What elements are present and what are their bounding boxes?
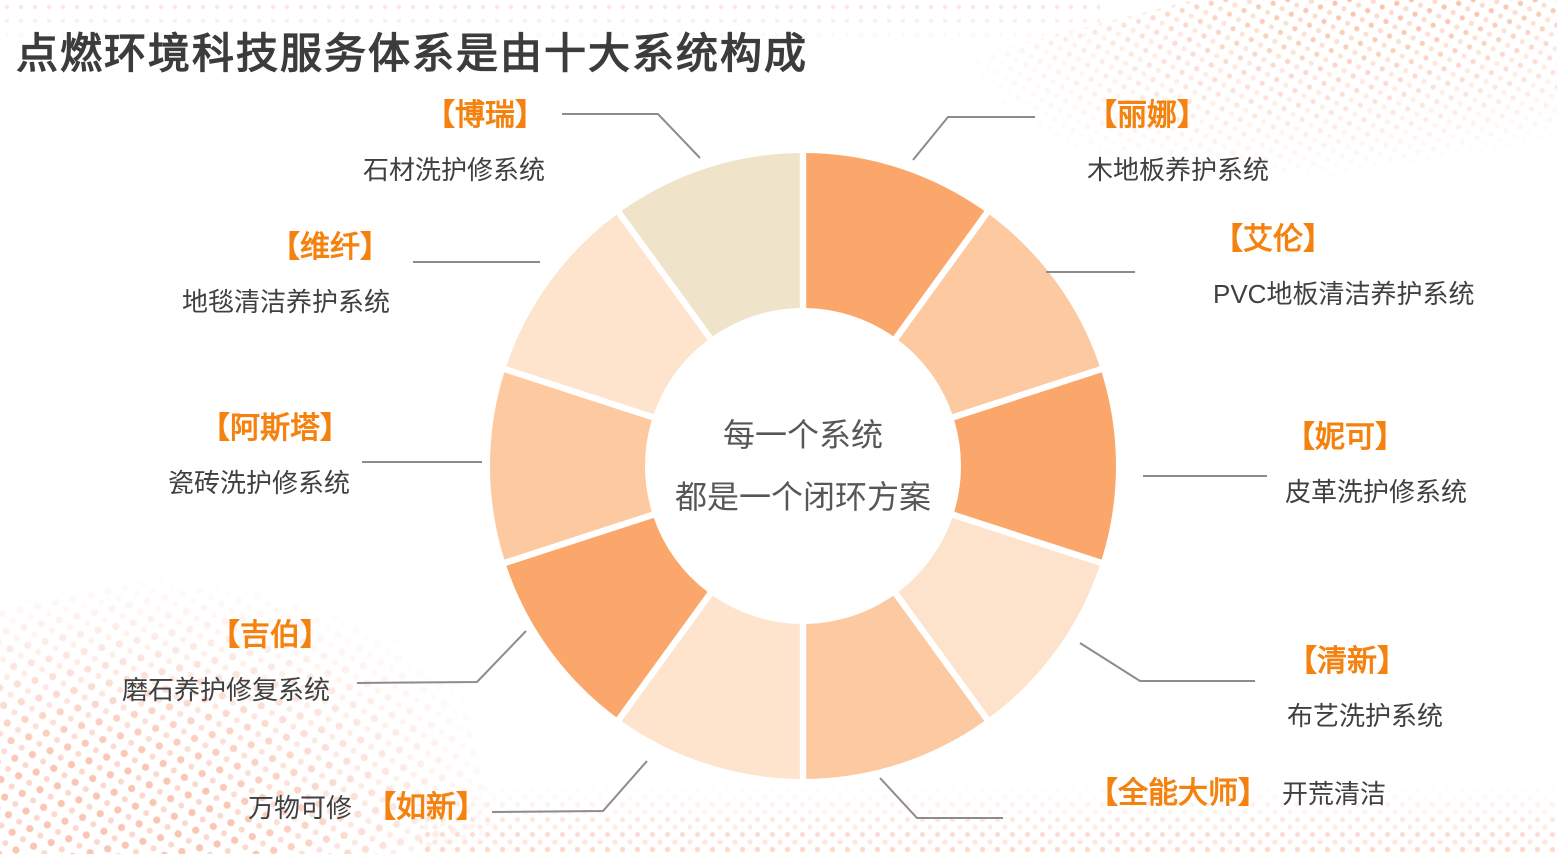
- system-name-weixian: 地毯清洁养护系统: [181, 287, 390, 317]
- system-name-lina: 木地板养护系统: [1087, 155, 1270, 185]
- label-borui: 【博瑞】 石材洗护修系统: [363, 90, 545, 187]
- label-qingxin: 【清新】 布艺洗护系统: [1287, 636, 1443, 733]
- brand-name-weixian: 【维纤】: [270, 231, 390, 264]
- brand-name-borui: 【博瑞】: [425, 99, 545, 132]
- brand-name-ailun: 【艾伦】: [1213, 223, 1333, 256]
- label-nike: 【妮可】 皮革洗护修系统: [1285, 412, 1467, 509]
- donut-segment-ailun: [898, 214, 1100, 415]
- connector-line-lina: [912, 116, 1035, 161]
- brand-name-lina: 【丽娜】: [1087, 99, 1207, 132]
- brand-name-quanneng: 【全能大师】: [1088, 777, 1268, 810]
- donut-segment-qingxin: [898, 517, 1100, 718]
- donut-segment-asita: [490, 372, 652, 560]
- system-name-jibo: 磨石养护修复系统: [121, 675, 330, 705]
- label-lina: 【丽娜】 木地板养护系统: [1087, 90, 1269, 187]
- center-line-1: 每一个系统: [722, 417, 884, 453]
- label-ailun: 【艾伦】 PVC地板清洁养护系统: [1213, 214, 1474, 311]
- system-name-qingxin: 布艺洗护系统: [1287, 701, 1444, 731]
- label-quanneng: 【全能大师】 开荒清洁: [1088, 768, 1386, 812]
- label-jibo: 【吉伯】 磨石养护修复系统: [122, 610, 330, 707]
- donut-segment-weixian: [506, 214, 708, 415]
- system-name-borui: 石材洗护修系统: [362, 155, 545, 185]
- connector-line-borui: [562, 113, 701, 159]
- brand-name-ruxin: 【如新】: [366, 791, 487, 824]
- system-name-asita: 瓷砖洗护修系统: [167, 468, 350, 498]
- connector-line-quanneng: [879, 777, 1003, 819]
- donut-segment-lina: [806, 153, 985, 337]
- label-asita: 【阿斯塔】 瓷砖洗护修系统: [168, 403, 350, 500]
- donut-segment-jibo: [506, 517, 708, 718]
- system-name-nike: 皮革洗护修系统: [1285, 477, 1468, 507]
- brand-name-qingxin: 【清新】: [1287, 645, 1407, 678]
- label-weixian: 【维纤】 地毯清洁养护系统: [182, 222, 390, 319]
- connector-line-ruxin: [491, 760, 648, 813]
- system-name-ailun: PVC地板清洁养护系统: [1213, 279, 1475, 309]
- donut-segment-ruxin: [621, 595, 800, 779]
- donut-center-text: 每一个系统 都是一个闭环方案: [675, 404, 931, 528]
- connector-line-qingxin: [1079, 642, 1255, 682]
- system-name-quanneng: 开荒清洁: [1282, 779, 1387, 809]
- center-line-2: 都是一个闭环方案: [674, 479, 932, 515]
- brand-name-jibo: 【吉伯】: [210, 619, 330, 652]
- donut-segment-quanneng: [806, 595, 985, 779]
- system-name-ruxin: 万物可修: [248, 793, 353, 823]
- brand-name-nike: 【妮可】: [1285, 421, 1405, 454]
- page-title: 点燃环境科技服务体系是由十大系统构成: [16, 30, 809, 77]
- donut-segment-nike: [954, 372, 1116, 560]
- label-ruxin: 万物可修 【如新】: [248, 782, 486, 826]
- brand-name-asita: 【阿斯塔】: [200, 412, 350, 445]
- connector-line-jibo: [356, 630, 527, 684]
- donut-segment-borui: [621, 153, 800, 337]
